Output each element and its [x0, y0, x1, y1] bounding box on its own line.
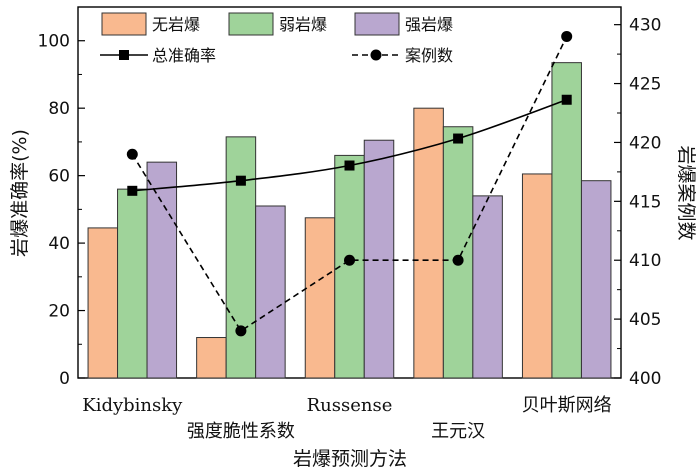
legend-swatch-none [101, 12, 147, 36]
right-tick-label: 430 [629, 16, 661, 36]
right-tick-label: 400 [629, 369, 661, 389]
left-tick-label: 60 [48, 167, 70, 187]
legend-label-accuracy: 总准确率 [152, 46, 216, 65]
right-tick-label: 425 [629, 75, 661, 95]
right-tick-label: 420 [629, 133, 661, 153]
right-tick-label: 405 [629, 310, 661, 330]
bar-0-3 [413, 107, 444, 379]
category-label-3: 王元汉 [431, 421, 485, 442]
category-label-0: Kidybinsky [82, 395, 183, 416]
marker-circle-3 [452, 254, 464, 266]
marker-square-1 [235, 175, 246, 186]
left-axis: 0 20 40 60 80 100 [38, 32, 85, 389]
right-axis: 400 405 410 415 420 425 430 [614, 16, 661, 389]
line-group [126, 30, 573, 337]
bar-1-4 [551, 62, 582, 379]
marker-square-0 [127, 185, 138, 196]
bar-2-4 [580, 180, 612, 379]
left-tick-label: 0 [59, 369, 70, 389]
marker-square-4 [561, 94, 572, 105]
left-tick-label: 80 [48, 99, 70, 119]
marker-circle-0 [126, 148, 138, 160]
marker-square-2 [344, 160, 355, 171]
left-tick-label: 40 [48, 234, 70, 254]
legend-swatch-strong [354, 12, 400, 36]
x-axis-title: 岩爆预测方法 [293, 448, 407, 470]
bar-1-1 [225, 136, 257, 379]
y-axis-right-title: 岩爆案例数 [675, 145, 697, 240]
left-tick-label: 100 [38, 32, 70, 52]
legend-cases-marker [370, 49, 382, 61]
right-tick-label: 410 [629, 251, 661, 271]
bar-2-1 [255, 205, 286, 379]
bar-1-0 [117, 188, 148, 379]
legend-label-weak: 弱岩爆 [279, 15, 327, 34]
legend: 无岩爆 弱岩爆 强岩爆 总准确率 案例数 [100, 12, 453, 65]
category-label-2: Russense [307, 395, 393, 416]
bar-2-3 [472, 195, 503, 379]
legend-accuracy-marker [119, 50, 129, 60]
right-tick-label: 415 [629, 192, 661, 212]
legend-label-strong: 强岩爆 [405, 15, 453, 34]
bar-2-2 [363, 139, 395, 379]
marker-circle-2 [344, 254, 355, 266]
bar-0-1 [196, 337, 227, 379]
marker-circle-1 [235, 325, 247, 337]
bar-0-4 [521, 173, 553, 379]
bar-2-0 [146, 161, 178, 379]
legend-label-none: 无岩爆 [152, 15, 200, 34]
bar-1-3 [442, 126, 474, 379]
bar-group [87, 62, 612, 379]
legend-swatch-weak [228, 12, 274, 36]
category-label-4: 贝叶斯网络 [522, 395, 612, 416]
marker-square-3 [453, 133, 464, 144]
legend-label-cases: 案例数 [405, 46, 453, 65]
bar-0-0 [87, 227, 119, 379]
marker-circle-4 [561, 30, 573, 42]
bar-0-2 [304, 217, 336, 379]
left-tick-label: 20 [48, 302, 70, 322]
y-axis-title: 岩爆准确率(%) [9, 129, 31, 257]
category-label-1: 强度脆性系数 [187, 421, 295, 442]
